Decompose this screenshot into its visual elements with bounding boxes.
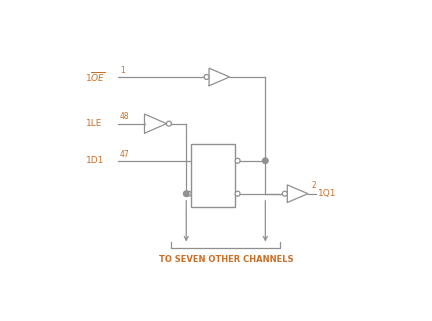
- Circle shape: [184, 191, 189, 196]
- Text: 1: 1: [120, 66, 124, 75]
- Circle shape: [283, 191, 287, 196]
- Text: 2: 2: [311, 181, 316, 190]
- Circle shape: [166, 121, 172, 126]
- Circle shape: [204, 74, 209, 79]
- Circle shape: [235, 191, 240, 196]
- Text: 1LE: 1LE: [86, 119, 102, 128]
- Circle shape: [263, 158, 268, 163]
- Text: 1$\overline{OE}$: 1$\overline{OE}$: [86, 70, 106, 84]
- Bar: [191, 144, 235, 207]
- Circle shape: [186, 191, 191, 196]
- Text: 1Q1: 1Q1: [318, 189, 336, 198]
- Text: D: D: [208, 152, 218, 165]
- Text: 1D1: 1D1: [86, 156, 104, 165]
- Text: C: C: [209, 187, 218, 200]
- Text: 48: 48: [120, 112, 130, 121]
- Circle shape: [235, 158, 240, 163]
- Text: TO SEVEN OTHER CHANNELS: TO SEVEN OTHER CHANNELS: [159, 256, 293, 265]
- Text: 47: 47: [120, 150, 130, 159]
